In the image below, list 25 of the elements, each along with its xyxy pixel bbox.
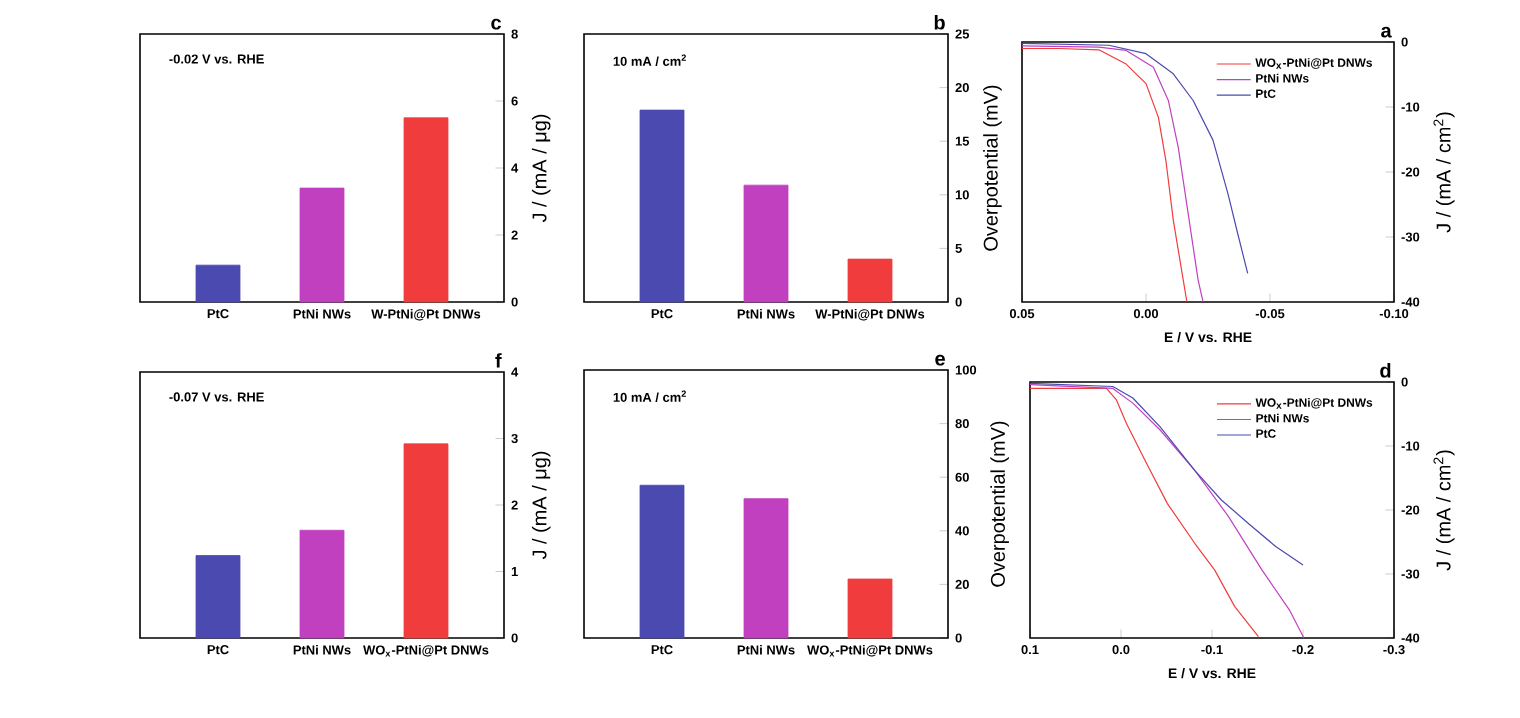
bar bbox=[195, 264, 241, 303]
bar bbox=[847, 578, 893, 639]
y-axis-title: Overpotential (mV) bbox=[990, 421, 1009, 587]
bar bbox=[299, 529, 345, 639]
chart-title: a bbox=[1381, 26, 1392, 38]
y-axis-title: Overpotential (mV) bbox=[983, 85, 1002, 251]
chart-title: e bbox=[935, 354, 945, 366]
chart-title: f bbox=[495, 353, 502, 368]
y-axis-title: J / (mA / μg) bbox=[531, 451, 551, 560]
chart-title: c bbox=[491, 18, 502, 30]
y-axis-title: J / (mA / cm$^{2}$) bbox=[1433, 112, 1455, 233]
chart-title: d bbox=[1380, 362, 1391, 378]
bar bbox=[743, 184, 789, 303]
bar bbox=[639, 109, 685, 303]
bar bbox=[639, 484, 685, 639]
chart-title: b bbox=[934, 14, 945, 30]
bar bbox=[743, 498, 789, 639]
bar bbox=[403, 117, 449, 303]
bar bbox=[299, 187, 345, 303]
bar bbox=[195, 555, 241, 639]
y-axis-title: J / (mA / cm$^{2}$) bbox=[1433, 450, 1455, 571]
y-axis-title: J / (mA / μg) bbox=[531, 114, 551, 223]
bar bbox=[403, 443, 449, 639]
bar bbox=[847, 258, 893, 303]
line-series bbox=[1021, 42, 1249, 274]
